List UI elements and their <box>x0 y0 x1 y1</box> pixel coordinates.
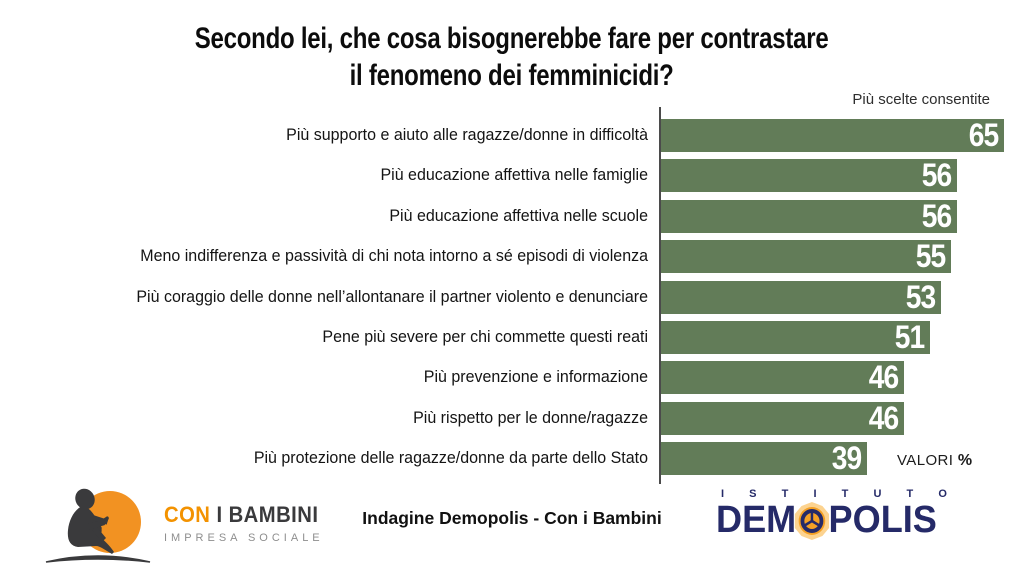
bar: 55 <box>661 240 951 273</box>
bar-value-label: 55 <box>916 240 951 273</box>
bar-value-label: 46 <box>869 402 904 435</box>
multiple-choice-note: Più scelte consentite <box>852 91 990 108</box>
slide: Secondo lei, che cosa bisognerebbe fare … <box>0 0 1024 575</box>
bar-row: Più prevenzione e informazione 46 <box>0 361 1024 394</box>
chart-title-line1: Secondo lei, che cosa bisognerebbe fare … <box>195 22 829 55</box>
bar-value-label: 56 <box>922 200 957 233</box>
bar-chart: Più supporto e aiuto alle ragazze/donne … <box>0 119 1024 489</box>
ground-line <box>46 556 150 562</box>
bar: 65 <box>661 119 1004 152</box>
bar-row: Più protezione delle ragazze/donne da pa… <box>0 442 1024 475</box>
bar-category-label: Più educazione affettiva nelle famiglie <box>19 159 648 192</box>
con-i-bambini-logo-mark <box>38 484 156 570</box>
bar: 39 <box>661 442 867 475</box>
bar-value-label: 56 <box>922 159 957 192</box>
percent-symbol: % <box>958 452 973 469</box>
con-i-bambini-logo: CON I BAMBINI IMPRESA SOCIALE <box>38 484 332 570</box>
demopolis-name: DEM POLIS <box>716 500 944 540</box>
chart-title-line2: il fenomeno dei femminicidi? <box>350 59 674 92</box>
con-i-bambini-name-part2: I BAMBINI <box>210 502 318 527</box>
bar: 56 <box>661 159 957 192</box>
con-i-bambini-logo-text: CON I BAMBINI IMPRESA SOCIALE <box>164 484 332 544</box>
demopolis-name-part2: POLIS <box>829 500 937 540</box>
demopolis-istituto-letter: O <box>938 488 947 500</box>
bar-category-label: Più educazione affettiva nelle scuole <box>19 200 648 233</box>
footer: CON I BAMBINI IMPRESA SOCIALE Indagine D… <box>0 480 1024 575</box>
source-caption: Indagine Demopolis - Con i Bambini <box>362 508 661 529</box>
bar-row: Pene più severe per chi commette questi … <box>0 321 1024 354</box>
con-i-bambini-subtitle: IMPRESA SOCIALE <box>164 532 332 544</box>
bar-row: Più coraggio delle donne nell’allontanar… <box>0 281 1024 314</box>
bar-value-label: 39 <box>832 442 867 475</box>
bar: 56 <box>661 200 957 233</box>
bar-value-label: 51 <box>895 321 930 354</box>
chart-title: Secondo lei, che cosa bisognerebbe fare … <box>102 20 921 94</box>
values-unit-label: VALORI % <box>897 452 973 470</box>
bar: 46 <box>661 361 904 394</box>
bar: 53 <box>661 281 941 314</box>
bar-row: Meno indifferenza e passività di chi not… <box>0 240 1024 273</box>
bar-row: Più educazione affettiva nelle scuole 56 <box>0 200 1024 233</box>
demopolis-istituto-letter: I <box>813 488 816 500</box>
bar-category-label: Pene più severe per chi commette questi … <box>19 321 648 354</box>
bar-category-label: Più rispetto per le donne/ragazze <box>19 402 648 435</box>
demopolis-name-part1: DEM <box>716 500 796 540</box>
con-i-bambini-name: CON I BAMBINI <box>164 502 318 528</box>
bar-value-label: 46 <box>869 361 904 394</box>
bar-row: Più educazione affettiva nelle famiglie 5… <box>0 159 1024 192</box>
bar-category-label: Più coraggio delle donne nell’allontanar… <box>19 281 648 314</box>
bar-row: Più rispetto per le donne/ragazze 46 <box>0 402 1024 435</box>
bar-category-label: Meno indifferenza e passività di chi not… <box>19 240 648 273</box>
bar-row: Più supporto e aiuto alle ragazze/donne … <box>0 119 1024 152</box>
bar: 51 <box>661 321 930 354</box>
con-i-bambini-name-part1: CON <box>164 502 210 527</box>
bar-category-label: Più supporto e aiuto alle ragazze/donne … <box>19 119 648 152</box>
values-unit-text: VALORI <box>897 452 953 469</box>
demopolis-sun-icon <box>793 500 831 542</box>
bar-category-label: Più prevenzione e informazione <box>19 361 648 394</box>
bar: 46 <box>661 402 904 435</box>
bar-rows: Più supporto e aiuto alle ragazze/donne … <box>0 119 1024 483</box>
bar-value-label: 65 <box>969 119 1004 152</box>
bar-category-label: Più protezione delle ragazze/donne da pa… <box>19 442 648 475</box>
bar-value-label: 53 <box>906 281 941 314</box>
demopolis-logo: ISTITUTO DEM POLIS <box>716 488 956 540</box>
